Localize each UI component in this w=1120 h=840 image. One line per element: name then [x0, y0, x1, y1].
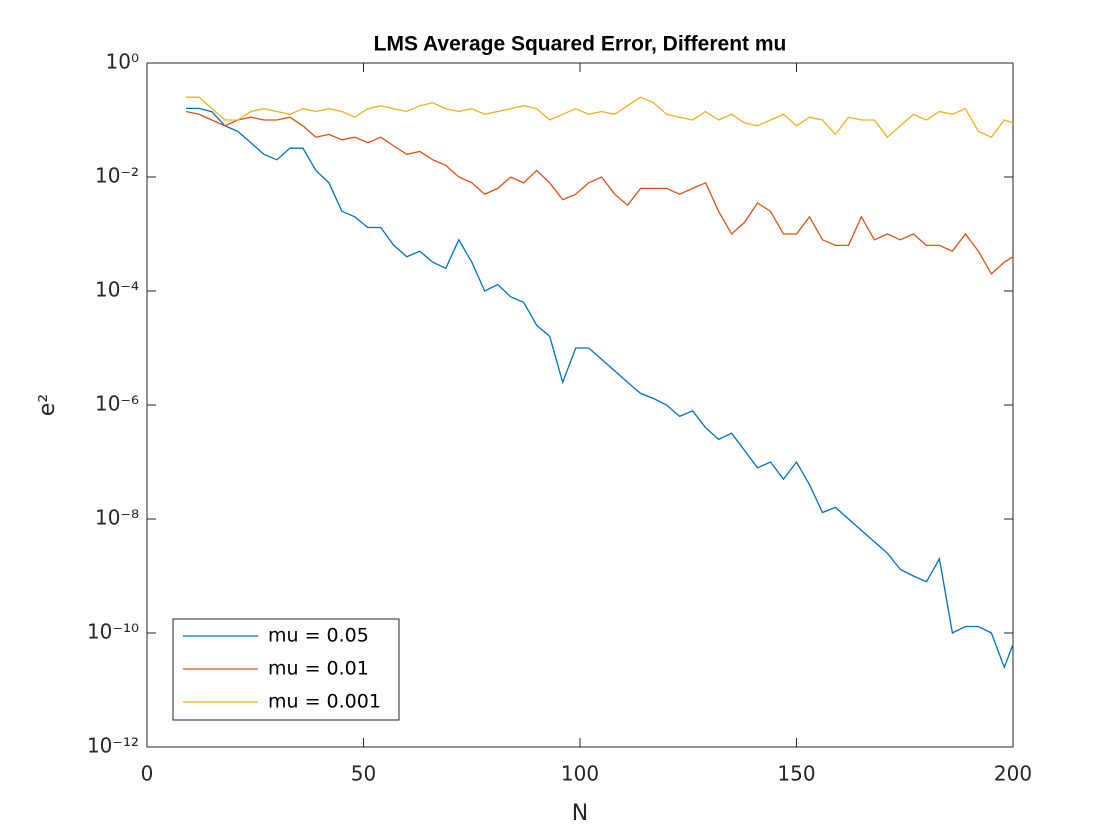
legend-label: mu = 0.05	[268, 625, 369, 647]
legend-label: mu = 0.001	[268, 691, 381, 713]
series-line	[186, 96, 1014, 139]
series-line	[186, 107, 1014, 670]
x-tick-label: 200	[994, 762, 1032, 786]
y-tick-label: 10⁻²	[95, 164, 139, 188]
x-tick-label: 100	[561, 762, 599, 786]
y-tick-label: 10⁻¹⁰	[87, 620, 139, 644]
x-tick-label: 50	[351, 762, 376, 786]
y-tick-label: 10⁻⁶	[95, 392, 139, 416]
y-tick-label: 10⁻¹²	[87, 734, 139, 758]
chart-title: LMS Average Squared Error, Different mu	[374, 33, 787, 56]
y-axis-label: e²	[35, 394, 60, 416]
legend-label: mu = 0.01	[268, 658, 369, 680]
y-tick-label: 10⁻⁸	[95, 506, 139, 530]
x-tick-label: 0	[141, 762, 154, 786]
y-tick-label: 10⁻⁴	[95, 278, 139, 302]
series-line	[185, 110, 1014, 275]
y-tick-label: 10⁰	[106, 50, 139, 74]
x-axis-label: N	[572, 801, 588, 826]
x-tick-label: 150	[777, 762, 815, 786]
